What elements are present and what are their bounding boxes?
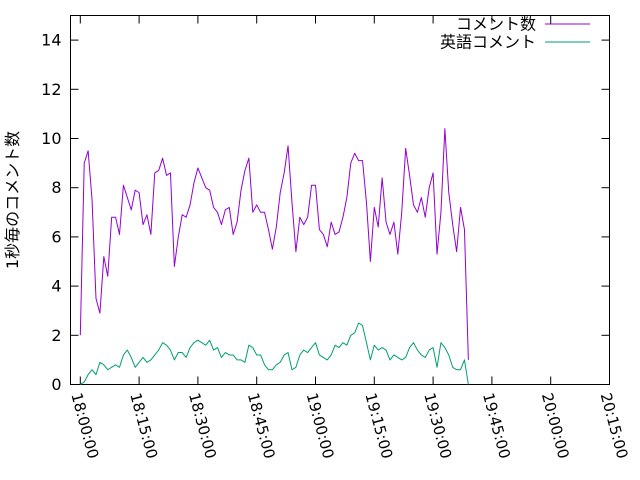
series-lines: [79, 128, 469, 385]
y-tick-label: 0: [51, 375, 61, 394]
series-line-2: [80, 322, 469, 385]
x-tick-label: 18:15:00: [126, 391, 161, 461]
x-tick-label: 18:00:00: [67, 391, 102, 461]
y-tick-label: 10: [41, 129, 61, 148]
y-axis: 0 2 4 6 8 10 12 14: [41, 31, 610, 394]
legend-label: 英語コメント: [440, 33, 536, 52]
x-tick-label: 19:30:00: [420, 391, 455, 461]
y-tick-label: 6: [51, 227, 61, 246]
y-tick-label: 14: [41, 31, 61, 50]
plot-frame: [70, 15, 610, 385]
x-tick-label: 19:45:00: [479, 391, 514, 461]
x-tick-label: 18:45:00: [244, 391, 279, 461]
x-tick-label: 19:15:00: [361, 391, 396, 461]
x-tick-label: 19:00:00: [303, 391, 338, 461]
y-tick-label: 8: [51, 178, 61, 197]
x-axis: 18:00:00 18:15:00 18:30:00 18:45:00 19:00:00…: [67, 15, 632, 461]
x-tick-label: 20:00:00: [538, 391, 573, 461]
series-line-1: [79, 128, 469, 360]
y-tick-label: 4: [51, 277, 61, 296]
y-tick-label: 12: [41, 80, 61, 99]
x-tick-label: 18:30:00: [185, 391, 220, 461]
y-tick-label: 2: [51, 326, 61, 345]
x-tick-label: 20:15:00: [597, 391, 632, 461]
y-axis-label: 1秒毎のコメント数: [3, 131, 22, 269]
legend-label: コメント数: [456, 15, 536, 34]
